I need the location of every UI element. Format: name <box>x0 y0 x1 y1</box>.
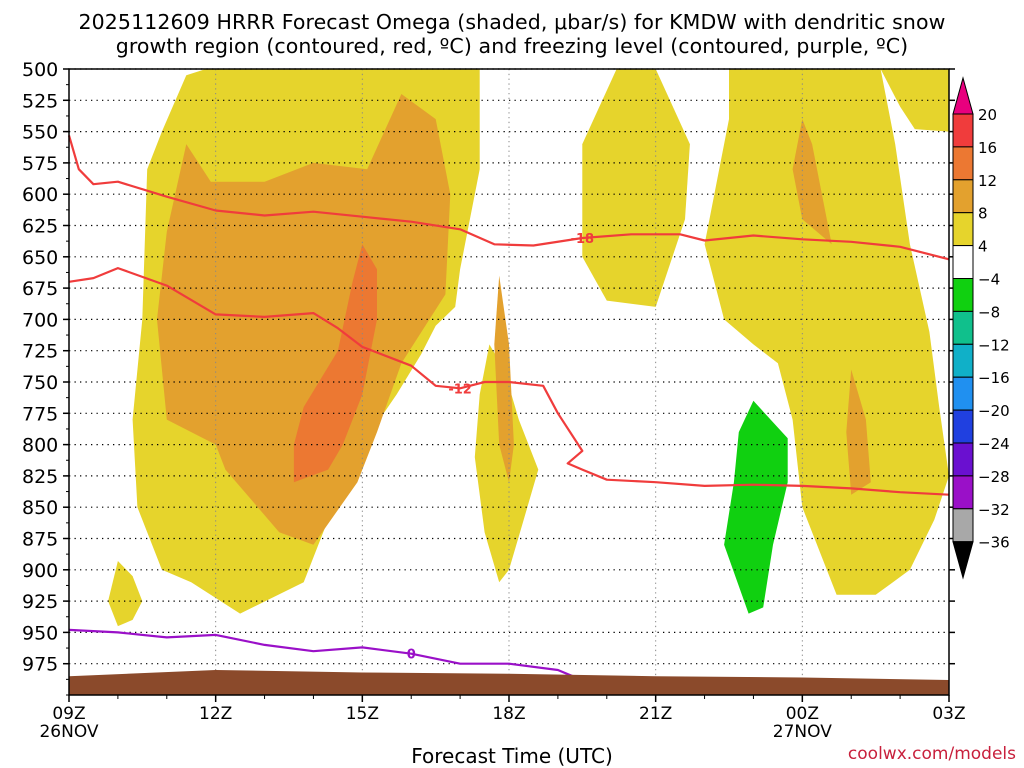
colorbar-label: 8 <box>978 205 988 223</box>
colorbar-segment-8 <box>952 343 974 378</box>
omega-region-4 <box>704 69 949 595</box>
dgz-contour-minus18-label: -18 <box>571 232 595 247</box>
colorbar-top-arrow <box>952 76 974 115</box>
freezing-level-contour-label: 0 <box>407 648 416 663</box>
omega-region-9 <box>293 244 377 483</box>
next-date-label: 27NOV <box>773 722 832 740</box>
colorbar-label: 16 <box>978 139 997 157</box>
omega-time-height-chart: -18 -12 0 500 525 550 575 600 625 650 675 700 725 75… <box>22 59 1010 740</box>
y-tick-label-650: 650 <box>22 247 58 269</box>
colorbar-label: −20 <box>978 402 1010 420</box>
axes-layer: 500 525 550 575 600 625 650 675 700 725 750 775 800 8… <box>22 59 966 740</box>
colorbar-segment-6 <box>952 278 974 312</box>
colorbar-label: −16 <box>978 369 1010 387</box>
colorbar-label: −28 <box>978 468 1010 486</box>
y-tick-label-625: 625 <box>22 216 58 238</box>
colorbar-label: −12 <box>978 336 1010 354</box>
colorbar-segment-5 <box>952 245 974 280</box>
y-tick-label-775: 775 <box>22 403 58 425</box>
terrain-layer <box>69 670 949 695</box>
y-tick-label-975: 975 <box>22 654 58 676</box>
omega-region-6 <box>494 275 514 483</box>
colorbar-label: 12 <box>978 172 997 190</box>
colorbar-label: 4 <box>978 238 988 256</box>
dgz-contour-minus18 <box>67 135 950 261</box>
y-tick-label-575: 575 <box>22 153 58 175</box>
colorbar-label: −32 <box>978 501 1010 519</box>
omega-colorbar: 20 16 12 8 4 −4 −8 −12 −16 −20 −24 −28 −32 −36 <box>952 76 1010 580</box>
chart-title-line-1: 2025112609 HRRR Forecast Omega (shaded, … <box>78 10 946 34</box>
omega-region-8 <box>846 369 871 495</box>
omega-region-10 <box>724 400 788 614</box>
colorbar-segment-10 <box>952 409 974 444</box>
terrain-fill <box>69 670 949 695</box>
x-tick-label-9: 18Z <box>492 704 525 724</box>
y-tick-label-950: 950 <box>22 622 58 644</box>
y-tick-label-675: 675 <box>22 278 58 300</box>
x-tick-label-12: 21Z <box>639 704 672 724</box>
x-tick-label-18: 03Z <box>932 704 965 724</box>
omega-region-1 <box>108 561 143 627</box>
start-date-label: 26NOV <box>39 722 98 740</box>
colorbar-label: −8 <box>978 303 1000 321</box>
colorbar-label: −24 <box>978 435 1010 453</box>
colorbar-segment-7 <box>952 310 974 345</box>
y-tick-label-825: 825 <box>22 466 58 488</box>
colorbar-segment-13 <box>952 508 974 543</box>
colorbar-segment-3 <box>952 179 974 214</box>
x-axis-label: Forecast Time (UTC) <box>411 744 613 768</box>
x-tick-label-6: 15Z <box>346 704 379 724</box>
dgz-contour-minus12 <box>68 267 950 496</box>
x-tick-label-3: 12Z <box>199 704 232 724</box>
dgz-contour-minus12-label: -12 <box>448 382 472 397</box>
y-tick-label-750: 750 <box>22 372 58 394</box>
colorbar-label: −4 <box>978 271 1000 289</box>
omega-region-5 <box>157 94 451 545</box>
y-tick-label-600: 600 <box>22 184 58 206</box>
colorbar-segment-4 <box>952 212 974 247</box>
chart-title-line-2: growth region (contoured, red, ºC) and f… <box>115 34 909 58</box>
colorbar-segment-9 <box>952 376 974 411</box>
credit-link[interactable]: coolwx.com/models <box>847 744 1016 764</box>
x-tick-label-15: 00Z <box>786 704 819 724</box>
colorbar-segment-12 <box>952 475 974 510</box>
omega-fill-layer <box>108 69 949 627</box>
y-tick-label-550: 550 <box>22 122 58 144</box>
y-tick-label-900: 900 <box>22 560 58 582</box>
y-tick-label-925: 925 <box>22 591 58 613</box>
y-tick-label-525: 525 <box>22 90 58 112</box>
y-tick-label-725: 725 <box>22 341 58 363</box>
freezing-level-contour <box>68 628 574 678</box>
y-tick-label-700: 700 <box>22 309 58 331</box>
colorbar-segment-11 <box>952 442 974 477</box>
y-tick-label-500: 500 <box>22 59 58 81</box>
colorbar-segment-2 <box>952 146 974 181</box>
colorbar-bottom-arrow <box>952 541 974 580</box>
colorbar-segment-1 <box>952 113 974 148</box>
colorbar-label: 20 <box>978 106 997 124</box>
y-tick-label-800: 800 <box>22 435 58 457</box>
x-tick-label-0: 09Z <box>52 704 85 724</box>
omega-region-3 <box>582 69 690 307</box>
colorbar-label: −36 <box>978 534 1010 552</box>
y-tick-label-850: 850 <box>22 497 58 519</box>
contour-layer: -18 -12 0 <box>67 135 950 678</box>
y-tick-label-875: 875 <box>22 529 58 551</box>
